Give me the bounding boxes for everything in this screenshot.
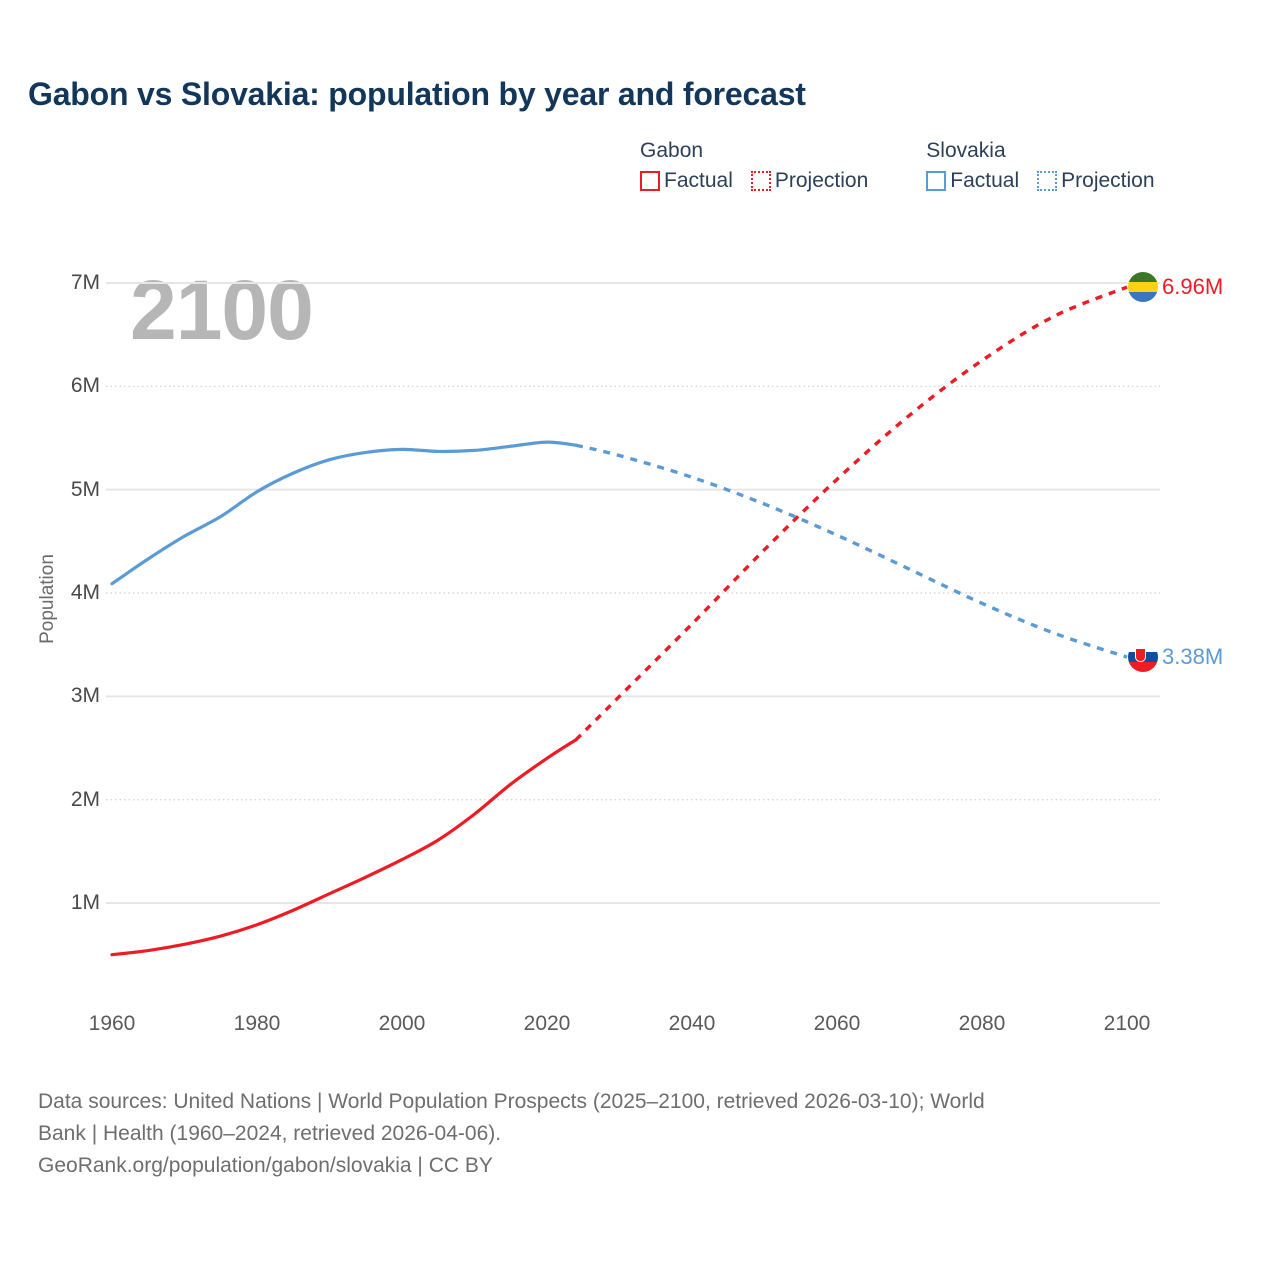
gabon-flag-icon [1128, 272, 1158, 303]
legend-item-gabon-factual[interactable]: Factual [640, 170, 733, 191]
legend-item-slovakia-factual[interactable]: Factual [926, 170, 1019, 191]
x-axis-tick-label: 2060 [813, 1012, 861, 1035]
legend-swatch-dotted-icon [750, 170, 771, 191]
flag-band [1128, 292, 1158, 303]
legend-swatch-solid-icon [926, 170, 947, 191]
y-axis-tick-label: 1M [70, 891, 100, 914]
endpoint-value-label: 3.38M [1162, 644, 1224, 670]
legend-label-slovakia-projection: Projection [1061, 169, 1155, 192]
flag-band [1128, 272, 1158, 283]
footer-line-1: Data sources: United Nations | World Pop… [38, 1090, 985, 1113]
series-line-factual [110, 440, 578, 586]
series-line-projection [575, 443, 1128, 659]
x-axis-tick-label: 2020 [523, 1012, 571, 1035]
legend-label-gabon-projection: Projection [774, 169, 869, 192]
x-axis-tick-label: 2000 [378, 1012, 426, 1035]
y-axis-tick-label: 6M [70, 374, 100, 398]
footer-line-3: GeoRank.org/population/gabon/slovakia | … [38, 1153, 493, 1177]
chart-legend: Gabon Factual Projection Slovakia Factua… [640, 140, 1155, 191]
slovakia-flag-icon [1128, 642, 1158, 673]
legend-item-gabon-projection[interactable]: Projection [750, 169, 869, 192]
footer-line-2: Bank | Health (1960–2024, retrieved 2026… [38, 1121, 502, 1145]
y-axis-tick-label: 4M [70, 581, 100, 604]
series-line-factual [110, 738, 578, 957]
legend-label-gabon-factual: Factual [664, 169, 733, 192]
x-axis-tick-label: 1980 [233, 1012, 281, 1035]
legend-swatch-solid-icon [640, 170, 660, 191]
x-axis-tick-label: 1960 [88, 1012, 136, 1035]
legend-row-gabon: Factual Projection [640, 170, 868, 191]
chart-canvas [106, 282, 1160, 957]
flag-band [1128, 662, 1158, 673]
legend-group-slovakia: Slovakia Factual Projection [926, 139, 1155, 192]
endpoint-value-label: 6.96M [1162, 274, 1224, 300]
y-axis-tick-label: 3M [70, 684, 100, 708]
x-axis-tick-label: 2040 [668, 1012, 716, 1035]
legend-group-title-slovakia: Slovakia [926, 139, 1006, 162]
legend-item-slovakia-projection[interactable]: Projection [1037, 169, 1155, 192]
legend-row-slovakia: Factual Projection [926, 169, 1155, 192]
legend-label-slovakia-factual: Factual [950, 169, 1020, 192]
y-axis-tick-label: 5M [70, 477, 100, 501]
y-axis-ticks: 1M 2M 3M 4M 5M 6M 7M [0, 0, 100, 1060]
footer-sources: Data sources: United Nations | World Pop… [38, 1086, 1238, 1182]
plot-area: 2100 Population 1M 2M 3M 4M 5M 6M 7M 1960 1980 2… [0, 0, 1224, 1060]
y-axis-tick-label: 2M [70, 787, 100, 811]
x-axis-tick-label: 2080 [958, 1012, 1006, 1035]
legend-group-title-gabon: Gabon [640, 139, 704, 162]
x-axis-tick-label: 2100 [1103, 1012, 1151, 1035]
flag-band [1128, 642, 1158, 653]
y-axis-tick-label: 7M [70, 271, 100, 294]
series-line-projection [574, 285, 1128, 741]
flag-band [1128, 282, 1158, 293]
page-title: Gabon vs Slovakia: population by year an… [28, 76, 806, 112]
slovakia-coat-of-arms-icon [1135, 648, 1146, 663]
legend-swatch-dotted-icon [1037, 170, 1058, 191]
legend-group-gabon: Gabon Factual Projection [640, 140, 868, 191]
